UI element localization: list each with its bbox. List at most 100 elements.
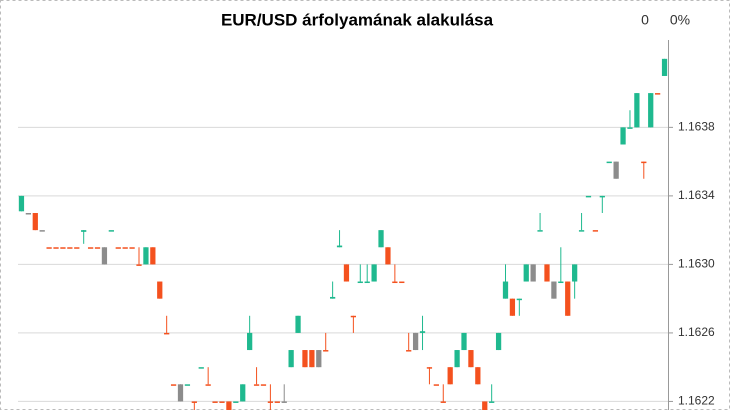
candle-body: [468, 350, 474, 368]
candle-body: [495, 332, 502, 351]
y-tick-label: 1.1626: [678, 325, 715, 339]
candle-body: [302, 350, 308, 368]
candle-body: [143, 247, 149, 265]
y-tick-label: 1.1630: [678, 257, 715, 271]
candle-body: [323, 350, 329, 352]
candle-body: [399, 281, 405, 284]
y-tick-label: 1.1638: [678, 120, 715, 134]
candle-body: [25, 213, 31, 215]
candle-body: [509, 298, 516, 316]
candle-body: [81, 230, 87, 232]
candle-body: [177, 384, 184, 402]
candle-body: [274, 401, 280, 403]
candle-body: [641, 161, 647, 164]
candle-body: [406, 350, 412, 352]
candle-body: [350, 315, 356, 318]
candle-body: [648, 93, 654, 128]
candle-body: [440, 401, 446, 403]
candle-body: [558, 281, 564, 284]
candle-body: [578, 230, 585, 232]
candle-body: [592, 230, 599, 232]
candle-body: [281, 401, 287, 403]
candle-body: [94, 247, 101, 249]
candle-body: [170, 384, 177, 386]
candle-body: [295, 315, 301, 333]
candle-body: [67, 247, 73, 249]
header-value: 0: [641, 12, 649, 28]
candle-body: [655, 93, 661, 95]
candle-body: [253, 384, 260, 386]
candle-body: [530, 264, 536, 282]
candle-body: [551, 281, 557, 299]
candle-body: [502, 281, 509, 299]
candle-body: [620, 127, 626, 145]
candle-body: [482, 401, 488, 410]
y-tick-label: 1.1634: [678, 188, 715, 202]
candle-body: [129, 247, 135, 249]
candle-body: [336, 245, 343, 248]
candle-body: [599, 195, 605, 198]
candle-body: [18, 195, 25, 212]
candle-body: [87, 247, 94, 249]
candle-body: [108, 230, 114, 232]
candle-body: [260, 384, 267, 386]
candle-body: [357, 281, 363, 284]
candle-body: [523, 264, 529, 282]
candle-body: [385, 247, 391, 265]
candle-body: [198, 367, 204, 369]
candle-body: [426, 367, 433, 369]
candle-body: [136, 264, 142, 266]
candle-body: [233, 401, 239, 403]
candle-body: [316, 350, 322, 368]
candle-body: [60, 247, 66, 249]
candle-body: [343, 264, 350, 282]
candle-body: [378, 230, 384, 248]
candle-body: [212, 401, 218, 403]
candle-body: [572, 264, 578, 282]
candle-body: [392, 281, 398, 284]
candle-body: [627, 127, 633, 129]
candle-body: [461, 332, 467, 351]
candle-body: [544, 264, 550, 282]
candle-body: [288, 350, 294, 368]
candle-body: [74, 247, 80, 249]
candle-body: [330, 296, 336, 299]
candle-body: [164, 332, 170, 335]
candle-body: [184, 384, 191, 386]
candle-body: [516, 298, 522, 301]
candle-body: [240, 384, 246, 402]
candle-body: [205, 384, 211, 386]
candle-body: [433, 384, 439, 386]
candle-body: [32, 213, 38, 231]
chart-title: EUR/USD árfolyamának alakulása: [221, 10, 494, 29]
candle-body: [247, 332, 253, 351]
candle-body: [150, 247, 156, 265]
candle-body: [447, 367, 453, 385]
candle-body: [309, 350, 315, 368]
candle-body: [371, 264, 377, 282]
candle-body: [219, 401, 225, 403]
candle-body: [606, 161, 612, 164]
candle-body: [53, 247, 59, 249]
candle-body: [115, 247, 121, 249]
candle-body: [157, 281, 163, 299]
candle-body: [454, 350, 460, 368]
candle-body: [537, 230, 543, 232]
candle-body: [412, 332, 419, 351]
candle-body: [419, 331, 426, 333]
candle-body: [661, 58, 668, 76]
candle-body: [191, 401, 197, 403]
candle-body: [475, 367, 481, 385]
candle-body: [46, 247, 52, 249]
header-change: 0%: [670, 12, 690, 28]
candle-body: [39, 230, 45, 232]
candle-body: [565, 281, 571, 316]
candle-body: [489, 401, 495, 403]
candle-body: [364, 281, 370, 284]
candle-body: [101, 247, 108, 265]
candle-body: [585, 195, 592, 198]
candle-body: [634, 93, 640, 128]
candle-body: [226, 401, 232, 410]
